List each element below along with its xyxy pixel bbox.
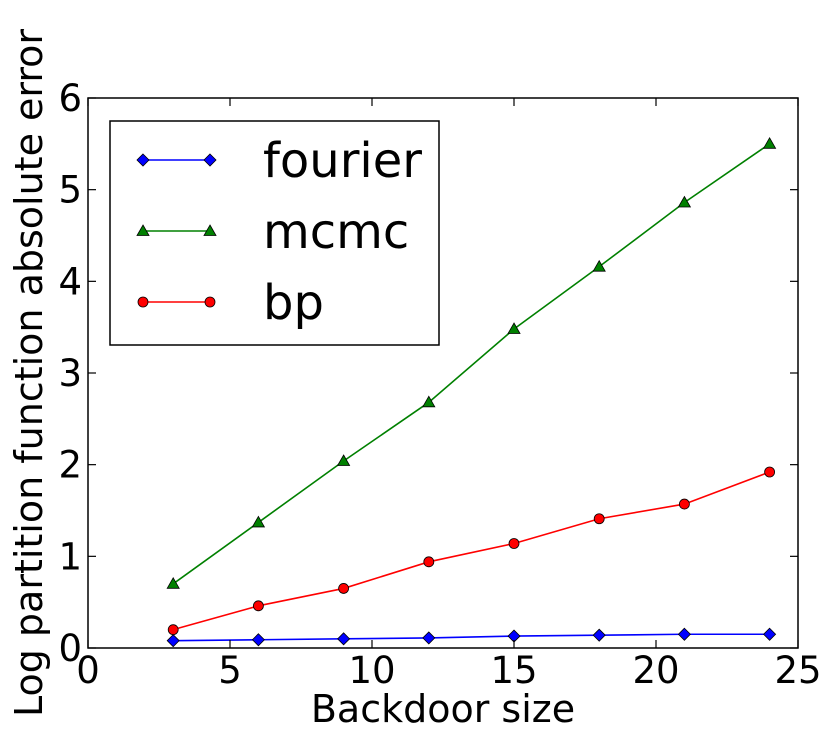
data-point-fourier [166,634,180,648]
data-point-bp [423,556,435,568]
legend-marker-fourier [136,153,150,167]
series-line-bp [172,471,770,631]
y-tick-label: 6 [58,77,82,120]
data-point-fourier [251,633,265,647]
legend-frame [109,120,440,346]
data-point-fourier [337,632,351,646]
data-point-mcmc [507,322,521,334]
series-layer [166,137,777,648]
data-point-fourier [592,628,606,642]
x-tick-label: 20 [632,649,679,692]
data-point-mcmc [336,454,351,466]
y-tick-label: 3 [58,352,82,395]
legend-label-mcmc: mcmc [263,204,409,260]
legend-entry-fourier: fourier [136,133,422,189]
legend-entry-mcmc: mcmc [136,204,409,260]
data-point-fourier [677,627,691,641]
y-tick-label: 4 [58,260,82,303]
x-tick-label: 5 [218,649,242,692]
y-tick-label: 0 [58,627,82,670]
series-line-fourier [173,633,770,642]
series-fourier [166,627,777,648]
y-tick-label: 1 [58,535,82,578]
data-point-fourier [422,631,436,645]
legend-marker-bp [204,296,216,308]
legend-entries: fourier mcmc bp [136,133,422,331]
data-point-mcmc [251,515,266,528]
x-tick-label: 25 [774,649,821,692]
data-point-fourier [763,627,777,641]
plot-frame [87,97,799,649]
series-mcmc [166,137,777,589]
legend-marker-bp [137,296,149,308]
legend-marker-mcmc [136,224,150,236]
legend-marker-fourier [203,153,217,167]
data-point-bp [679,498,690,510]
y-tick-label: 2 [58,444,82,487]
data-point-bp [508,538,520,549]
series-line-mcmc [172,143,771,585]
data-point-bp [252,600,264,612]
x-tick-label: 15 [490,649,537,692]
data-point-bp [338,583,350,594]
legend-marker-mcmc [203,224,217,236]
data-point-bp [593,513,605,525]
data-point-mcmc [166,577,180,589]
data-point-bp [167,624,179,636]
x-tick-label: 0 [76,649,100,692]
legend: fourier mcmc bp [109,120,440,346]
data-point-mcmc [677,195,692,208]
data-point-mcmc [592,259,606,272]
x-tick-label: 10 [348,649,395,692]
y-tick-label: 5 [58,169,82,212]
legend-label-fourier: fourier [263,133,422,189]
x-axis-label: Backdoor size [311,687,575,731]
tick-labels-layer: 0 5 10 15 20 25 0 1 2 3 4 5 6 [58,77,821,692]
legend-entry-bp: bp [137,275,324,331]
legend-label-bp: bp [263,275,324,331]
data-point-mcmc [422,395,436,408]
series-bp [167,466,775,636]
data-point-bp [764,466,775,478]
data-point-mcmc [762,137,777,149]
y-axis-label: Log partition function absolute error [7,29,51,717]
